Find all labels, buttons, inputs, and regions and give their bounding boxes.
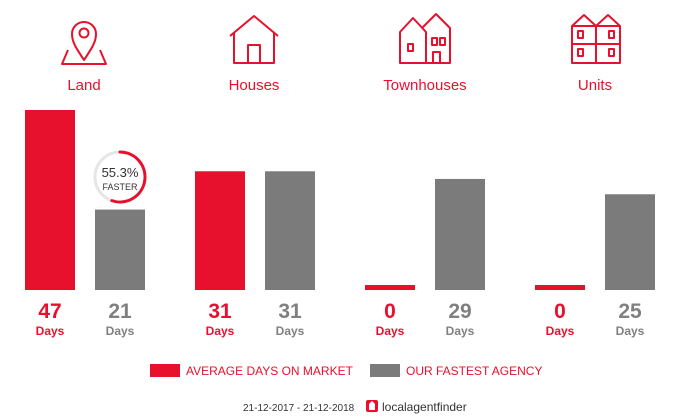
bar-fastest-units (605, 194, 655, 290)
brand-name: localagentfinder (382, 400, 467, 414)
faster-progress-arc (110, 150, 147, 204)
value-labels-group: 47Days31Days0Days0Days21Days31Days29Days… (36, 300, 645, 338)
unit-label-fastest-units: Days (616, 324, 645, 338)
legend-swatch-average (150, 364, 180, 377)
bars-group (25, 110, 655, 290)
value-label-fastest-houses: 31 (278, 300, 302, 323)
faster-label: FASTER (102, 182, 138, 192)
bar-fastest-houses (265, 171, 315, 290)
date-range: 21-12-2017 - 21-12-2018 (243, 403, 355, 414)
value-label-average-townhouses: 0 (384, 300, 396, 323)
value-label-average-land: 47 (38, 300, 61, 323)
brand-logo-icon (366, 400, 378, 412)
bar-fastest-land (95, 209, 145, 290)
category-label-units: Units (578, 77, 612, 94)
legend-label-fastest: OUR FASTEST AGENCY (406, 364, 542, 378)
value-label-average-units: 0 (554, 300, 566, 323)
bar-average-houses (195, 171, 245, 290)
category-label-townhouses: Townhouses (383, 77, 466, 94)
unit-label-fastest-houses: Days (276, 324, 305, 338)
units-icon (571, 14, 621, 64)
unit-label-average-houses: Days (206, 324, 235, 338)
legend-label-average: AVERAGE DAYS ON MARKET (186, 364, 354, 378)
bar-average-townhouses (365, 285, 415, 290)
unit-label-fastest-land: Days (106, 324, 135, 338)
unit-label-average-land: Days (36, 324, 65, 338)
category-label-land: Land (67, 77, 100, 94)
category-label-houses: Houses (229, 77, 280, 94)
value-label-average-houses: 31 (208, 300, 232, 323)
unit-label-fastest-townhouses: Days (446, 324, 475, 338)
value-label-fastest-land: 21 (108, 300, 132, 323)
value-label-fastest-townhouses: 29 (448, 300, 471, 323)
faster-percent: 55.3% (102, 165, 139, 180)
bar-average-units (535, 285, 585, 290)
unit-label-average-units: Days (546, 324, 575, 338)
townhouses-icon (399, 13, 451, 64)
house-icon (229, 15, 279, 64)
unit-label-average-townhouses: Days (376, 324, 405, 338)
map-pin-icon (61, 21, 107, 65)
bar-fastest-townhouses (435, 178, 485, 290)
value-label-fastest-units: 25 (618, 300, 642, 323)
legend-swatch-fastest (370, 364, 400, 377)
bar-average-land (25, 110, 75, 290)
faster-badge: 55.3% FASTER (93, 150, 147, 204)
